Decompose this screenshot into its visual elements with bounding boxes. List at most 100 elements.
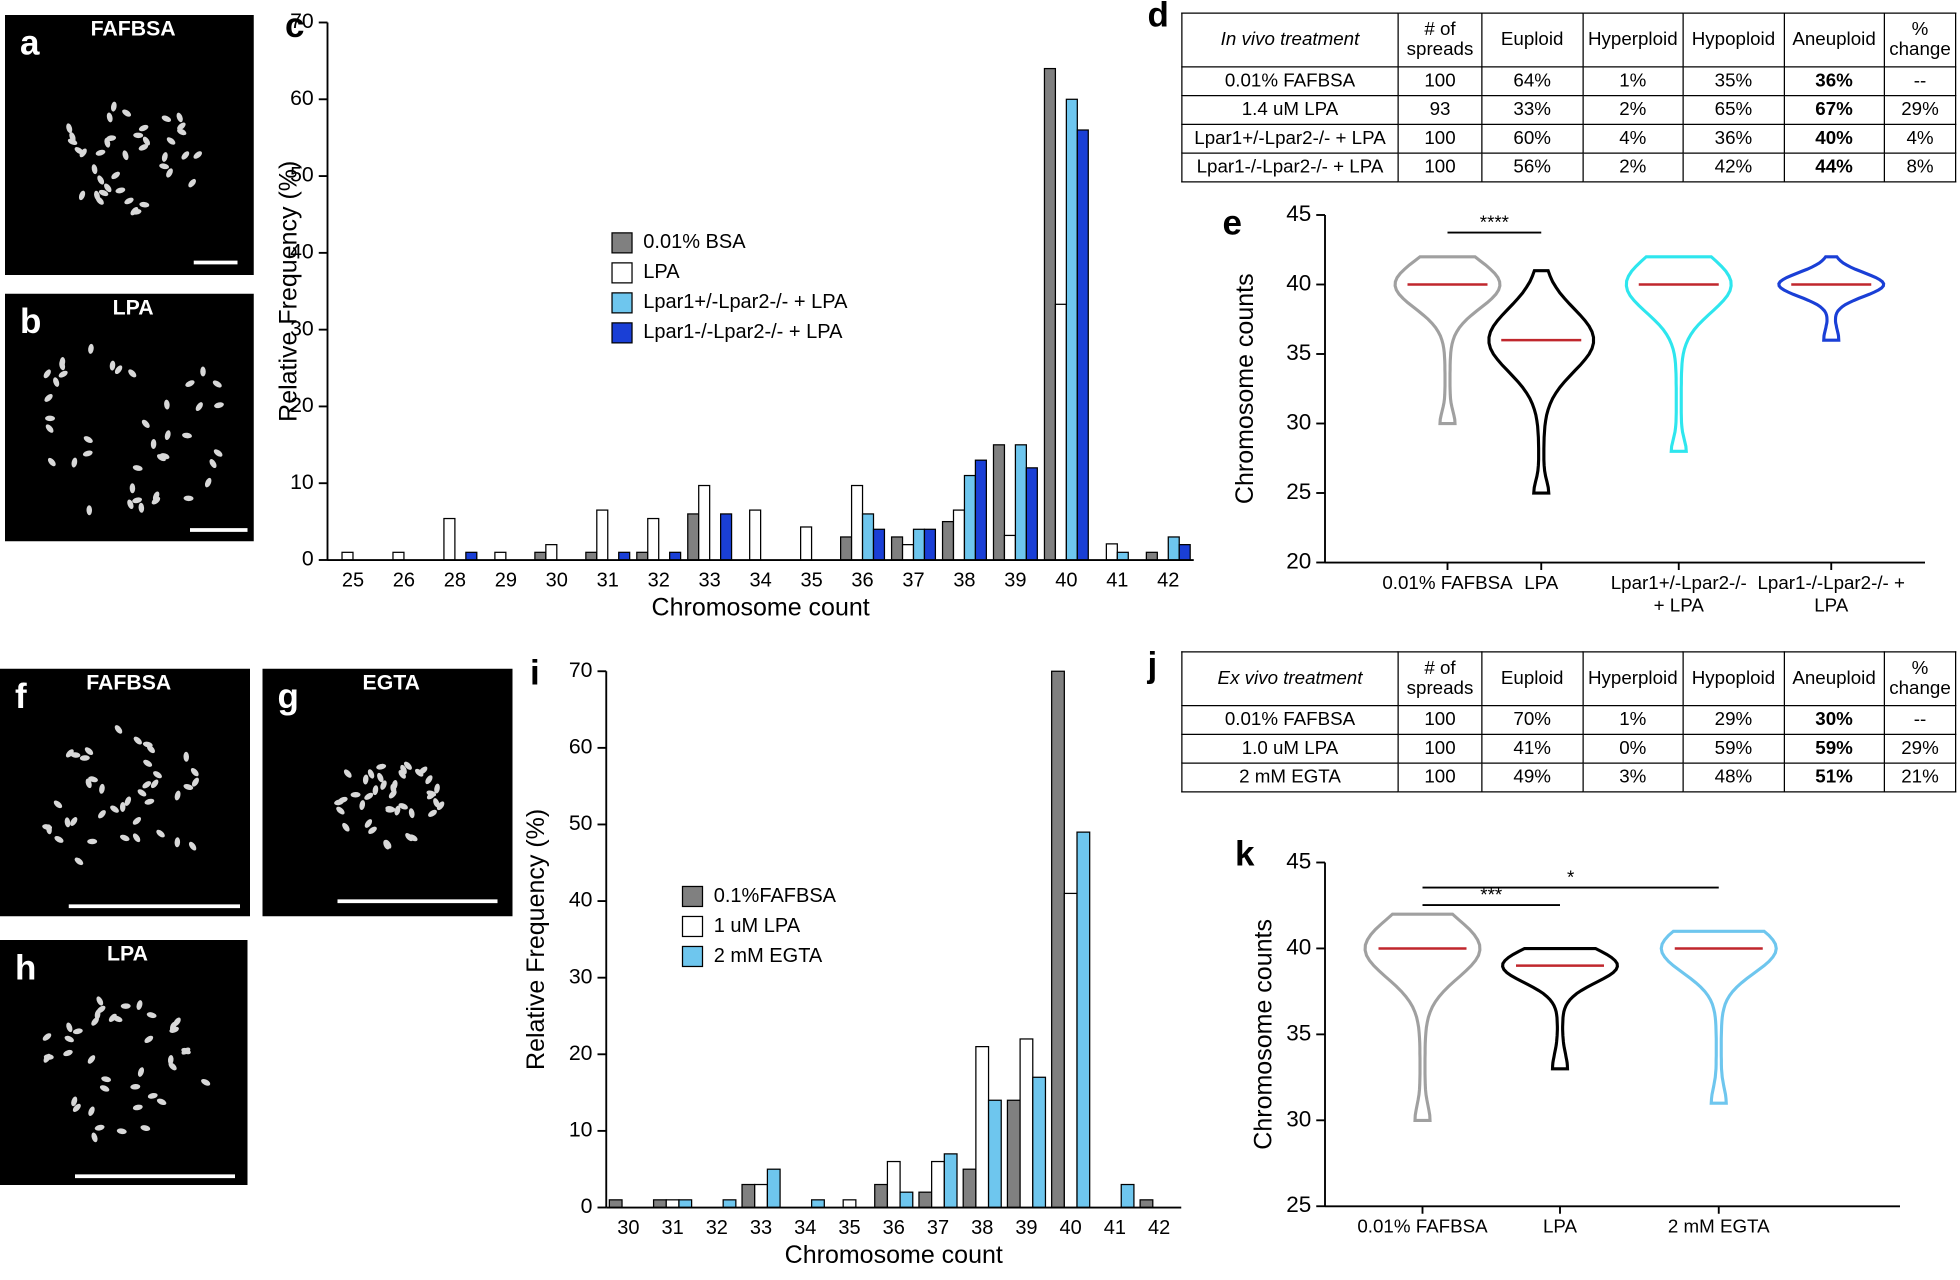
bar bbox=[754, 1183, 769, 1209]
image-label: LPA bbox=[107, 942, 148, 966]
table-row: 0.01% FAFBSA 100 70% 1% 29% 30% -- bbox=[1181, 705, 1957, 735]
y-tick-label: 35 bbox=[1286, 340, 1311, 365]
chromosome bbox=[190, 767, 199, 777]
table-cell: 48% bbox=[1682, 762, 1785, 793]
table-row: 2 mM EGTA 100 49% 3% 48% 51% 21% bbox=[1181, 762, 1957, 793]
chromosome bbox=[151, 496, 161, 505]
table-cell: 35% bbox=[1682, 66, 1785, 97]
chromosome bbox=[138, 502, 145, 513]
chromosome bbox=[362, 774, 369, 785]
table-cell: Lpar1+/-Lpar2-/- + LPA bbox=[1181, 123, 1399, 154]
x-tick-label: 33 bbox=[699, 570, 721, 592]
table-cell: Lpar1-/-Lpar2-/- + LPA bbox=[1181, 152, 1399, 183]
legend-swatch bbox=[681, 945, 704, 968]
chromosome bbox=[193, 151, 203, 159]
chromosome bbox=[128, 369, 137, 378]
panel-letter: a bbox=[20, 23, 40, 62]
y-tick-label: 70 bbox=[569, 658, 593, 682]
chromosome bbox=[164, 430, 171, 441]
legend-swatch bbox=[611, 262, 633, 284]
data-table: Ex vivo treatment # of spreads Euploid Hype… bbox=[1181, 651, 1957, 793]
chromosome bbox=[380, 780, 387, 790]
table-cell: 2 mM EGTA bbox=[1181, 762, 1399, 793]
legend-swatch bbox=[611, 232, 633, 254]
chromosome bbox=[391, 779, 398, 790]
bar bbox=[766, 1168, 781, 1209]
table-cell: 49% bbox=[1481, 762, 1584, 793]
legend-label: 1 uM LPA bbox=[714, 915, 801, 937]
bar bbox=[392, 551, 405, 561]
micrograph bbox=[5, 15, 254, 275]
chromosome bbox=[133, 736, 142, 745]
bar bbox=[608, 1199, 623, 1209]
chromosome bbox=[110, 805, 119, 813]
header-cell: Aneuploid bbox=[1783, 12, 1885, 68]
bar bbox=[1139, 1199, 1154, 1209]
chromosome bbox=[144, 798, 155, 805]
bar bbox=[585, 551, 598, 561]
chromosome bbox=[114, 365, 123, 375]
table-cell: 2% bbox=[1581, 95, 1684, 125]
table-cell: 60% bbox=[1481, 123, 1584, 154]
legend-label: 2 mM EGTA bbox=[714, 945, 823, 967]
table-cell: 100 bbox=[1397, 733, 1483, 764]
header-row: In vivo treatment # of spreads Euploid Hype… bbox=[1181, 12, 1957, 68]
bar bbox=[987, 1099, 1002, 1209]
chromosome bbox=[350, 791, 361, 798]
chromosome bbox=[108, 1013, 117, 1022]
chromosome bbox=[99, 783, 105, 794]
x-tick-label: 2 mM EGTA bbox=[1667, 1216, 1770, 1238]
y-tick-label: 0 bbox=[581, 1194, 593, 1218]
chromosome bbox=[99, 1085, 110, 1092]
legend-label: 0.1%FAFBSA bbox=[714, 885, 837, 907]
chromosome bbox=[338, 796, 348, 804]
chromosome bbox=[66, 123, 73, 134]
table-cell: 41% bbox=[1481, 733, 1584, 764]
chromosome bbox=[364, 819, 373, 828]
chromosome bbox=[376, 763, 387, 770]
chromosome bbox=[119, 801, 126, 812]
x-tick-label: 37 bbox=[902, 570, 924, 592]
y-tick-label: 20 bbox=[1286, 548, 1311, 573]
chromosome bbox=[42, 824, 53, 830]
chromosome bbox=[70, 817, 78, 826]
table-cell: 33% bbox=[1481, 95, 1584, 125]
chromosome bbox=[43, 369, 51, 379]
chromosome bbox=[408, 834, 418, 842]
bar bbox=[618, 551, 631, 561]
x-axis-label: Chromosome count bbox=[785, 1241, 1003, 1269]
chromosome bbox=[87, 1055, 96, 1064]
table-cell: 93 bbox=[1397, 95, 1483, 125]
chromosome bbox=[65, 749, 74, 758]
bar bbox=[698, 484, 711, 561]
chromosome bbox=[398, 803, 408, 810]
bar bbox=[1178, 544, 1191, 561]
bar bbox=[1054, 303, 1067, 561]
chromosome bbox=[94, 1124, 105, 1131]
table-row: 1.4 uM LPA 93 33% 2% 65% 67% 29% bbox=[1181, 95, 1957, 125]
chromosome bbox=[133, 132, 144, 139]
y-tick-label: 60 bbox=[569, 734, 593, 758]
chromosome bbox=[368, 826, 377, 834]
x-tick-label: 42 bbox=[1157, 570, 1179, 592]
header-cell: # of spreads bbox=[1397, 12, 1483, 68]
chromosome bbox=[64, 817, 71, 828]
bar bbox=[1167, 536, 1180, 561]
chromosome bbox=[120, 1003, 131, 1009]
table-cell: 36% bbox=[1783, 66, 1885, 97]
chromosome bbox=[183, 784, 194, 791]
chromosome bbox=[111, 171, 120, 180]
x-label-box: LPA bbox=[1543, 1216, 1577, 1237]
table-cell: -- bbox=[1883, 66, 1957, 97]
bar bbox=[861, 513, 875, 561]
bar bbox=[899, 1191, 914, 1209]
table-cell: 30% bbox=[1783, 705, 1885, 735]
chromosome bbox=[183, 751, 190, 762]
table-cell: 4% bbox=[1581, 123, 1684, 154]
violin bbox=[1363, 912, 1482, 1122]
chromosome bbox=[94, 1009, 101, 1020]
table-row: 1.0 uM LPA 100 41% 0% 59% 59% 29% bbox=[1181, 733, 1957, 764]
bar bbox=[963, 474, 977, 561]
chromosome bbox=[394, 805, 401, 816]
chromosome bbox=[156, 829, 165, 838]
